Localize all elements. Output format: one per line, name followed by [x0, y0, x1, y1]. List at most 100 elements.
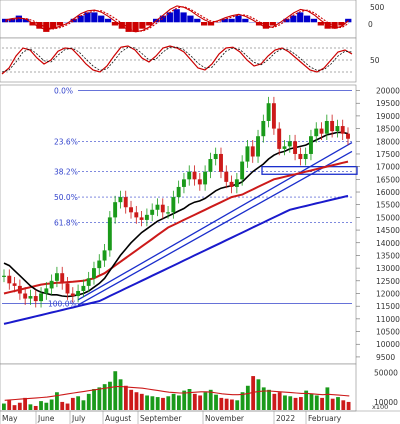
volume-bar	[219, 397, 224, 410]
x-axis-label: February	[308, 414, 342, 423]
candle-body	[203, 171, 208, 185]
volume-tick-label: 10000	[374, 398, 398, 407]
macd-bar	[8, 18, 16, 23]
candle-body	[319, 128, 324, 134]
volume-bar	[33, 405, 38, 410]
candle-body	[123, 197, 128, 208]
volume-bar	[208, 389, 213, 410]
macd-bar	[139, 22, 146, 29]
macd-bar	[111, 22, 119, 26]
volume-bar	[76, 396, 81, 410]
macd-bar	[36, 22, 43, 29]
price-tick-label: 16000	[376, 188, 400, 197]
candle-body	[28, 296, 33, 299]
volume-bar	[28, 404, 33, 410]
volume-bar	[17, 402, 22, 410]
volume-bar	[123, 385, 128, 410]
price-tick-label: 20000	[376, 87, 400, 96]
volume-bar	[139, 393, 144, 410]
macd-bar	[242, 18, 249, 23]
volume-bar	[283, 395, 287, 410]
volume-bar	[102, 384, 107, 410]
candle-body	[298, 153, 303, 160]
macd-bar	[104, 18, 112, 23]
macd-bar	[22, 18, 29, 23]
volume-bar	[320, 397, 324, 410]
price-tick-label: 11000	[376, 315, 400, 324]
macd-tick-label: 0	[368, 20, 373, 29]
candle-body	[102, 250, 107, 261]
candle-body	[314, 128, 319, 137]
macd-bar	[166, 12, 173, 23]
macd-bar	[159, 15, 167, 23]
volume-bar	[155, 397, 160, 410]
candle-body	[256, 136, 260, 157]
stoch-d-line	[1, 46, 353, 73]
fib-level-label: 0.0%	[54, 87, 73, 96]
price-tick-label: 14500	[376, 226, 400, 235]
volume-bar	[44, 402, 49, 410]
macd-bar	[290, 15, 297, 23]
volume-bar	[224, 398, 229, 410]
price-tick-label: 13500	[376, 251, 400, 260]
volume-unit-label: x100	[372, 403, 388, 411]
x-axis-label: July	[71, 414, 86, 423]
candle-body	[303, 153, 308, 160]
price-tick-label: 19500	[376, 99, 400, 108]
volume-bar	[240, 392, 245, 410]
candle-body	[7, 275, 12, 284]
macd-bar	[70, 18, 77, 23]
candle-body	[81, 285, 86, 291]
candle-body	[171, 197, 176, 213]
volume-bar	[293, 397, 298, 410]
volume-bar	[325, 387, 330, 410]
volume-bar	[298, 397, 303, 410]
macd-bar	[84, 12, 91, 23]
candle-body	[293, 141, 298, 154]
candle-body	[346, 133, 350, 139]
candle-body	[309, 136, 313, 154]
candle-body	[282, 146, 287, 149]
volume-bar	[288, 396, 293, 410]
macd-bar	[317, 22, 324, 26]
candle-body	[250, 146, 255, 157]
volume-bar	[182, 390, 187, 410]
volume-bar	[118, 379, 123, 410]
x-axis-label: June	[37, 414, 55, 423]
price-tick-label: 18000	[376, 137, 400, 146]
candle-body	[39, 293, 43, 302]
candle-body	[150, 209, 155, 215]
macd-tick-label: 500	[370, 3, 385, 12]
candle-body	[197, 179, 202, 185]
candle-body	[208, 159, 213, 172]
volume-bar	[39, 401, 43, 410]
price-tick-label: 16500	[376, 175, 400, 184]
macd-signal-line	[5, 6, 349, 32]
macd-bar	[2, 18, 9, 23]
candle-body	[245, 146, 250, 162]
volume-bar	[171, 393, 176, 410]
candle-body	[70, 293, 75, 297]
macd-bar	[146, 22, 153, 26]
price-tick-label: 14000	[376, 239, 400, 248]
price-tick-label: 15000	[376, 213, 400, 222]
volume-bar	[309, 393, 314, 410]
volume-average-line	[4, 386, 350, 401]
price-tick-label: 18500	[376, 125, 400, 134]
volume-bar	[55, 392, 59, 410]
candle-body	[166, 212, 171, 214]
candle-body	[139, 217, 144, 220]
candle-body	[129, 207, 133, 213]
macd-bar	[283, 18, 290, 23]
volume-bar	[129, 389, 134, 410]
fib-level-label: 50.0%	[54, 193, 78, 202]
volume-bar	[277, 392, 282, 410]
macd-bar	[56, 22, 64, 26]
macd-bar	[132, 22, 139, 32]
trendline-lower	[77, 150, 353, 306]
candle-body	[17, 285, 22, 294]
candle-body	[271, 103, 276, 129]
ma-long-line	[3, 194, 349, 325]
